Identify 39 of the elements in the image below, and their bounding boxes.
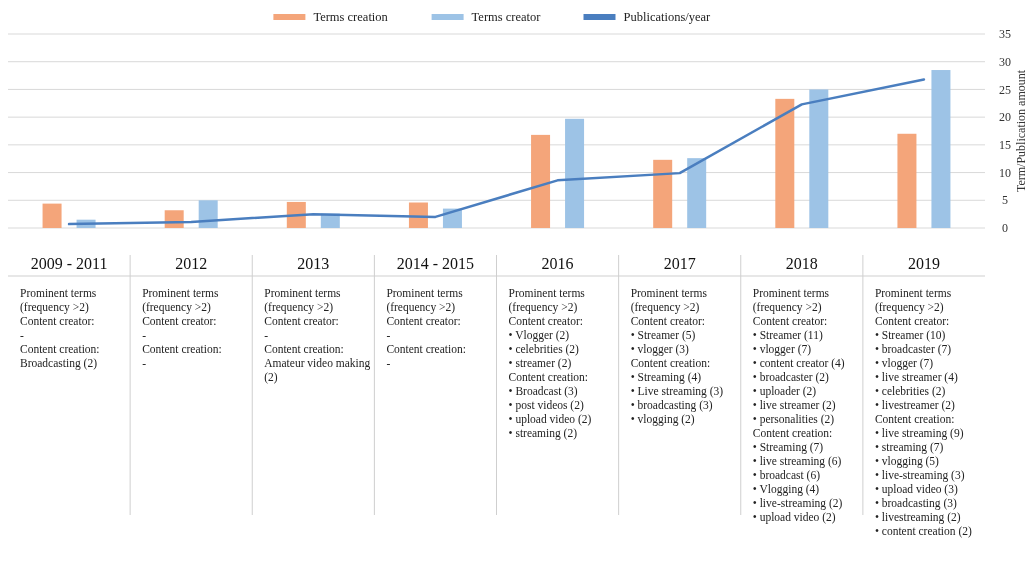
bar xyxy=(198,200,218,228)
text: Prominent terms (frequency >2) Content creator: • Streamer (5) • vlogger (3) Content creation: • Streaming (4) • Live streaming (3) • broadcasting (3) • vlogging (2) xyxy=(630,287,724,425)
y-tick-label: 10 xyxy=(999,165,1011,180)
y-tick-label: 30 xyxy=(999,54,1011,69)
bar xyxy=(931,70,951,228)
text: Prominent terms (frequency >2) Content creator: • Vlogger (2) • celebrities (2) • streamer (2) Content creation: • Broadcast (3) • post videos (2) • upload video (2) • streaming (2) xyxy=(508,287,592,439)
line-series xyxy=(67,78,926,226)
x-tick-label: 2013 xyxy=(297,254,330,272)
x-tick-label: 2009 - 2011 xyxy=(30,254,108,272)
text: Prominent terms (frequency >2) Content creator: - Content creation: - xyxy=(142,287,222,369)
text: Prominent terms (frequency >2) Content creator: - Content creation: Broadcasting (2) xyxy=(20,287,100,370)
legend-label: Publications/year xyxy=(623,10,712,25)
x-tick-label: 2018 xyxy=(785,254,818,272)
text: Prominent terms (frequency >2) Content creator: - Content creation: - xyxy=(386,287,466,369)
y-tick-label: 35 xyxy=(999,27,1011,42)
legend-label: Terms creation xyxy=(313,10,389,25)
bar xyxy=(42,203,62,228)
y-tick-label: 5 xyxy=(1002,193,1008,208)
text: Prominent terms (frequency >2) Content creator: • Streamer (10) • broadcaster (7) • vlogger (7) • live streamer (4) • celebrities (2) • livestreamer (2) Content creation: • live streaming (9) • streaming (7) • vlogging (5) • live-streaming (3) • upload video (3) • broadcasting (3) • livestreaming (2) • content creation (2) xyxy=(874,287,972,537)
y-tick-label: 15 xyxy=(999,138,1011,153)
bar xyxy=(565,118,585,228)
x-tick-label: 2017 xyxy=(663,254,696,272)
bar xyxy=(653,159,673,228)
y-axis-title: Term/Publication amount xyxy=(1014,69,1028,193)
bar xyxy=(687,158,707,228)
bar xyxy=(531,134,551,228)
bar xyxy=(809,89,829,228)
text: Prominent terms (frequency >2) Content creator: - Content creation: Amateur video making (2) xyxy=(264,287,371,384)
legend-label: Terms creator xyxy=(471,10,542,25)
x-tick-label: 2016 xyxy=(541,254,574,272)
bar xyxy=(775,98,795,228)
x-tick-label: 2019 xyxy=(907,254,940,272)
y-tick-label: 0 xyxy=(1002,221,1008,236)
y-tick-label: 25 xyxy=(999,82,1011,97)
x-tick-label: 2014 - 2015 xyxy=(396,254,475,272)
text: Prominent terms (frequency >2) Content creator: • Streamer (11) • vlogger (7) • content creator (4) • broadcaster (2) • uploader (2) • live streamer (2) • personalities (2) Content creation: • Streaming (7) • live streaming (6) • broadcast (6) • Vlogging (4) • live-streaming (2) • upload video (2) xyxy=(752,287,845,523)
x-tick-label: 2012 xyxy=(175,254,208,272)
bar xyxy=(897,133,917,228)
y-tick-label: 20 xyxy=(999,110,1011,125)
